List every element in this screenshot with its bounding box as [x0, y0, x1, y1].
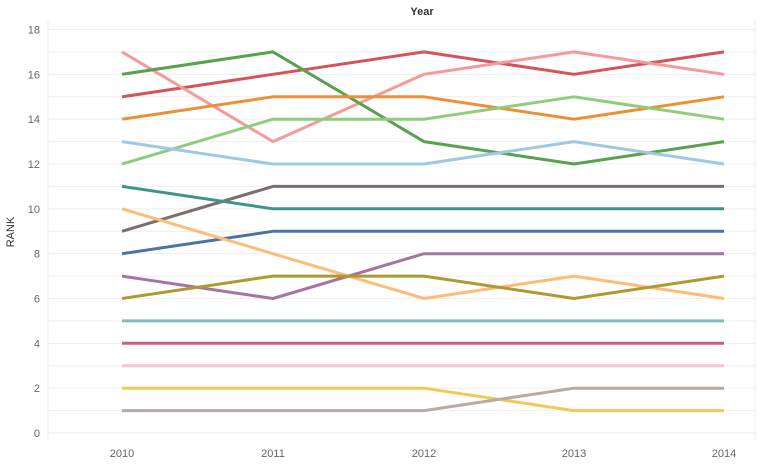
chart-title: Year: [410, 6, 434, 18]
series-line-16: [122, 386, 724, 413]
y-tick-label: 14: [28, 114, 40, 126]
y-axis-label: RANK: [5, 216, 17, 247]
y-tick-label: 16: [28, 69, 40, 81]
y-tick-label: 10: [28, 204, 40, 216]
x-tick-label: 2011: [261, 448, 285, 460]
x-axis-ticks: 2010 2011 2012 2013 2014: [110, 448, 736, 460]
series-line-10: [121, 207, 725, 300]
series-line-1: [121, 50, 725, 99]
x-tick-label: 2010: [110, 448, 134, 460]
series-line-3: [121, 50, 725, 166]
y-tick-label: 18: [28, 25, 40, 37]
series-line-6: [121, 140, 725, 166]
x-tick-label: 2012: [412, 448, 436, 460]
series-lines: [121, 50, 725, 413]
y-axis-ticks: 0 2 4 6 8 10 12 14 16 18: [28, 25, 40, 441]
y-tick-label: 4: [34, 338, 40, 350]
y-tick-label: 12: [28, 159, 40, 171]
series-line-12: [121, 274, 725, 300]
series-line-8: [121, 184, 724, 211]
series-line-11: [121, 252, 724, 300]
x-tick-label: 2013: [562, 448, 586, 460]
series-line-4: [121, 95, 725, 121]
series-line-5: [121, 95, 725, 166]
y-tick-label: 2: [34, 383, 40, 395]
y-tick-label: 8: [34, 249, 40, 261]
series-line-2: [121, 50, 725, 144]
series-line-17: [122, 386, 724, 413]
x-tick-label: 2014: [712, 448, 736, 460]
y-tick-label: 6: [34, 294, 40, 306]
y-tick-label: 0: [34, 428, 40, 440]
